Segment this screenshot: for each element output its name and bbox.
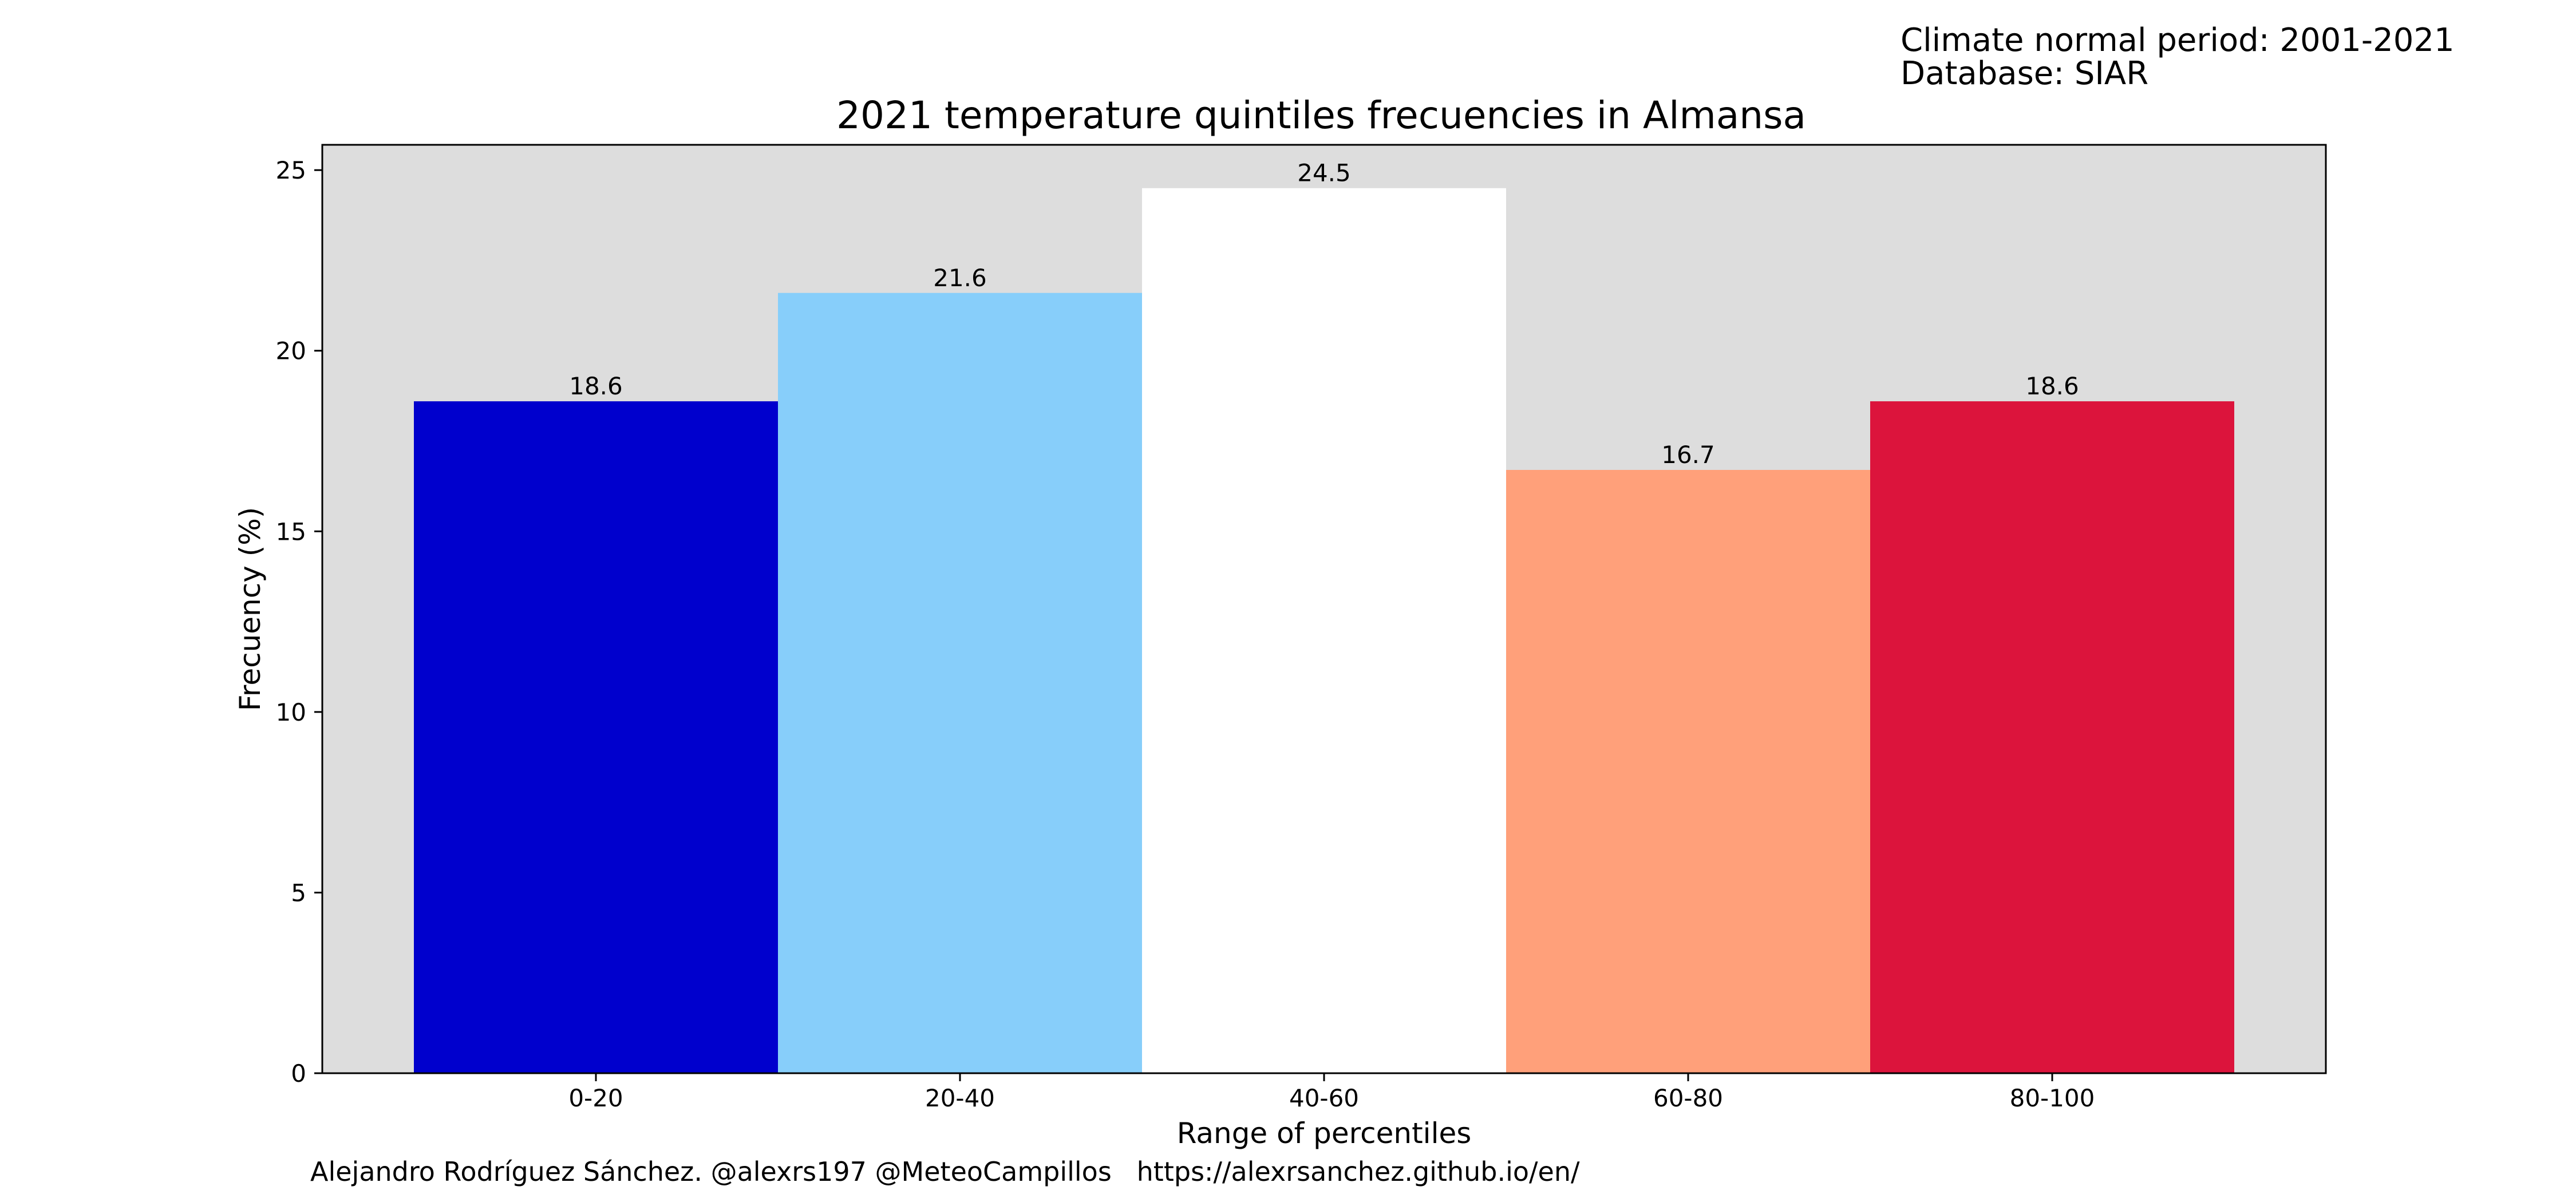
y-tick-label: 25: [276, 156, 306, 184]
bar-40-60: [1142, 188, 1506, 1074]
y-tick-label: 10: [276, 698, 306, 726]
data-label: 21.6: [933, 264, 987, 292]
y-axis-label: Frecuency (%): [234, 507, 267, 711]
bar-60-80: [1506, 470, 1870, 1073]
info-box: Climate normal period: 2001-2021 Databas…: [1901, 24, 2455, 90]
data-label: 16.7: [1661, 441, 1715, 469]
y-tick-label: 15: [276, 517, 306, 545]
chart-title: 2021 temperature quintiles frecuencies i…: [836, 93, 1806, 137]
credit-footer: Alejandro Rodríguez Sánchez. @alexrs197 …: [310, 1156, 1580, 1187]
y-axis: 0 5 10 15 20 25: [276, 156, 322, 1088]
bars-layer: [414, 188, 2234, 1074]
data-label: 18.6: [569, 372, 623, 400]
database-text: Database: SIAR: [1901, 55, 2149, 92]
x-axis: 0-20 20-40 40-60 60-80 80-100: [568, 1073, 2095, 1112]
y-tick-label: 5: [291, 879, 306, 907]
data-label: 24.5: [1297, 159, 1351, 187]
bar-80-100: [1870, 401, 2234, 1073]
climate-normal-text: Climate normal period: 2001-2021: [1901, 22, 2455, 59]
x-tick-label: 80-100: [2010, 1084, 2095, 1112]
x-tick-label: 20-40: [925, 1084, 995, 1112]
y-tick-label: 20: [276, 337, 306, 365]
x-tick-label: 0-20: [568, 1084, 623, 1112]
data-labels-layer: 18.6 21.6 24.5 16.7 18.6: [569, 159, 2079, 469]
bar-0-20: [414, 401, 778, 1073]
y-tick-label: 0: [291, 1059, 306, 1088]
data-label: 18.6: [2025, 372, 2079, 400]
x-tick-label: 60-80: [1653, 1084, 1723, 1112]
x-tick-label: 40-60: [1289, 1084, 1359, 1112]
bar-20-40: [778, 292, 1142, 1073]
x-axis-label: Range of percentiles: [1177, 1117, 1472, 1150]
